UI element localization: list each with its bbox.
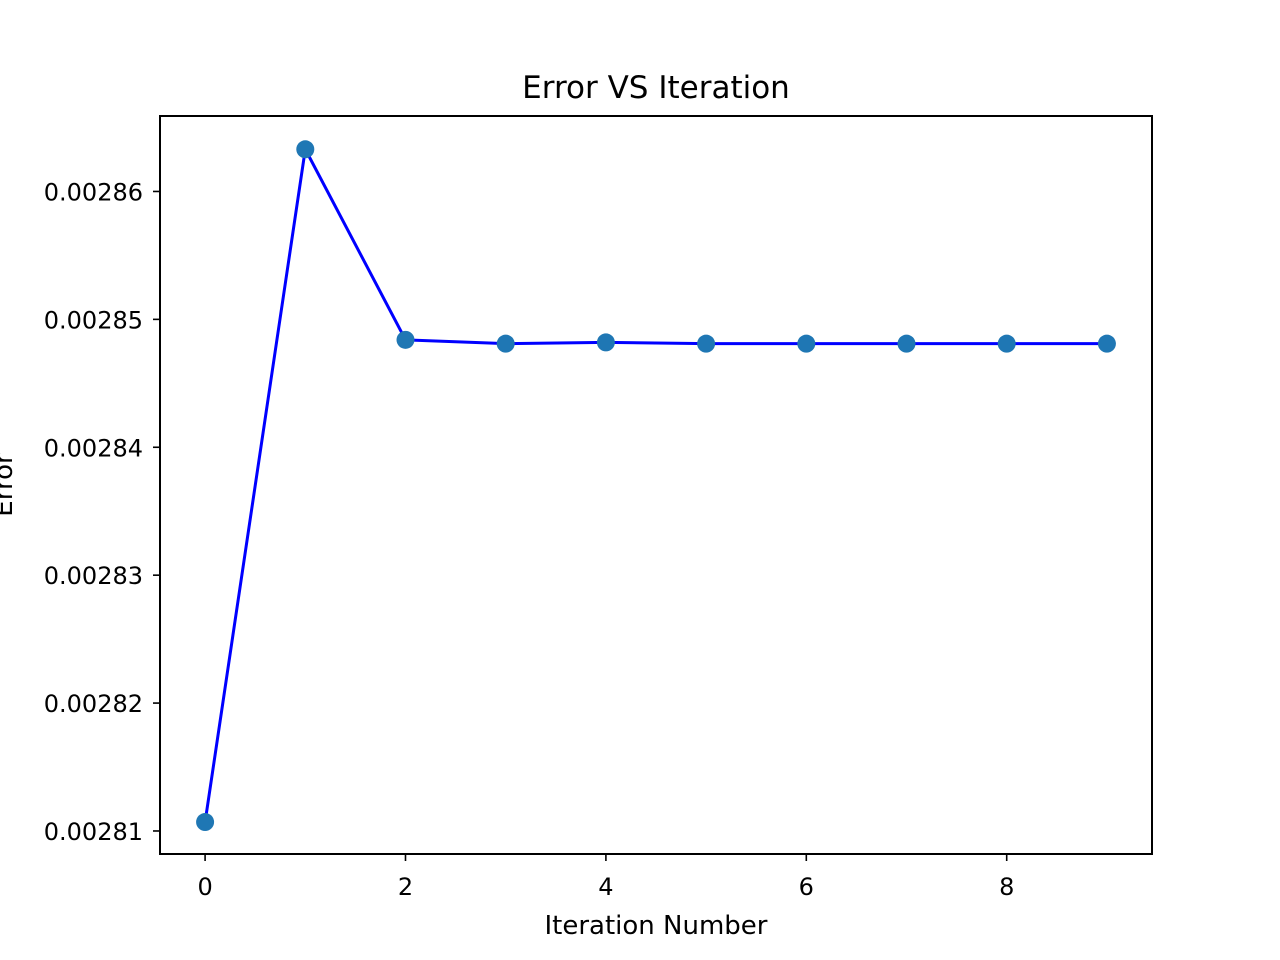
- data-point: [596, 333, 615, 352]
- y-axis: 0.00281 0.00282 0.00283 0.00284 0.00285 0.002…: [44, 178, 160, 846]
- data-point: [296, 140, 315, 159]
- y-tick-label: 0.00285: [44, 306, 143, 334]
- chart-title: Error VS Iteration: [522, 70, 790, 106]
- plot-area: [196, 140, 1116, 832]
- x-tick-label: 4: [598, 873, 613, 901]
- data-point: [496, 334, 515, 353]
- y-tick-label: 0.00284: [44, 434, 143, 462]
- x-tick-label: 2: [398, 873, 413, 901]
- data-point: [396, 330, 415, 349]
- data-point: [897, 334, 916, 353]
- y-axis-label: Error: [0, 453, 19, 517]
- x-tick-label: 8: [999, 873, 1014, 901]
- x-tick-label: 6: [799, 873, 814, 901]
- x-axis-label: Iteration Number: [545, 911, 768, 941]
- x-tick-label: 0: [197, 873, 212, 901]
- y-tick-label: 0.00281: [44, 818, 143, 846]
- y-tick-label: 0.00282: [44, 690, 143, 718]
- data-point: [196, 813, 215, 832]
- data-point: [1097, 334, 1116, 353]
- plot-frame: [159, 115, 1153, 855]
- x-axis: 0 2 4 6 8: [197, 854, 1014, 901]
- data-point: [697, 334, 716, 353]
- data-point: [797, 334, 816, 353]
- series-line: [203, 147, 1107, 823]
- y-tick-label: 0.00283: [44, 562, 143, 590]
- data-point: [997, 334, 1016, 353]
- y-tick-label: 0.00286: [44, 178, 143, 206]
